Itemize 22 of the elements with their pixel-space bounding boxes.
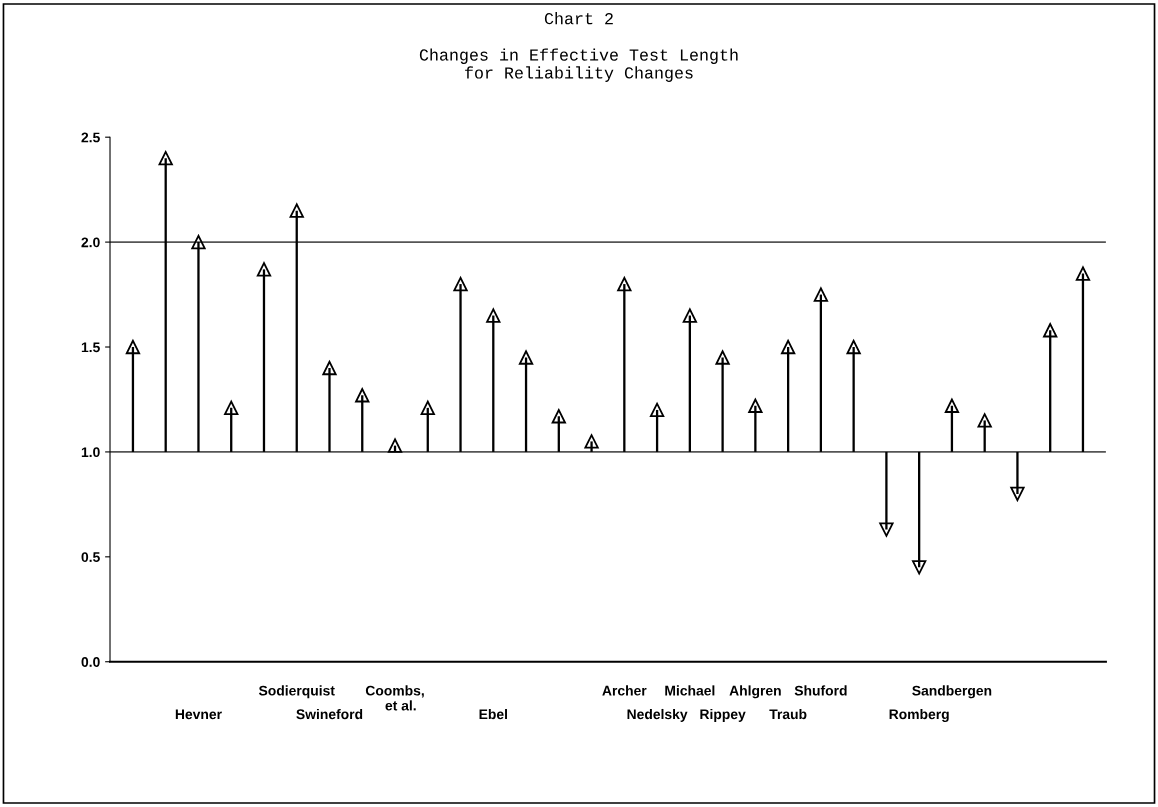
x-tick-label: Sodierquist	[258, 685, 335, 699]
x-tick-label: Ahlgren	[729, 685, 781, 699]
y-tick-label: 2.0	[81, 237, 100, 248]
y-tick-label: 2.5	[81, 132, 100, 143]
x-tick-label: Hevner	[175, 709, 222, 720]
x-tick-label: Shuford	[794, 685, 847, 696]
y-tick-label: 0.5	[81, 552, 100, 562]
x-tick-label: Traub	[769, 708, 807, 720]
x-tick-label: Rippey	[700, 708, 746, 722]
y-tick-label: 1.5	[81, 342, 100, 353]
x-tick-label: Nedelsky	[627, 708, 688, 722]
y-tick-label: 0.0	[81, 657, 100, 667]
chart-title: Chart 2	[544, 12, 613, 25]
y-tick-label: 1.0	[81, 447, 100, 458]
chart-subtitle: Changes in Effective Test Length for Reliability Changes	[419, 48, 738, 82]
x-tick-label: Swineford	[296, 708, 363, 720]
x-tick-label: Ebel	[479, 708, 507, 720]
x-tick-label: Michael	[665, 685, 715, 696]
x-tick-label: Romberg	[889, 708, 949, 722]
x-tick-label: Sandbergen	[912, 685, 992, 699]
x-tick-label: Archer	[602, 685, 647, 696]
x-tick-label: Coombs, et al.	[365, 685, 424, 711]
